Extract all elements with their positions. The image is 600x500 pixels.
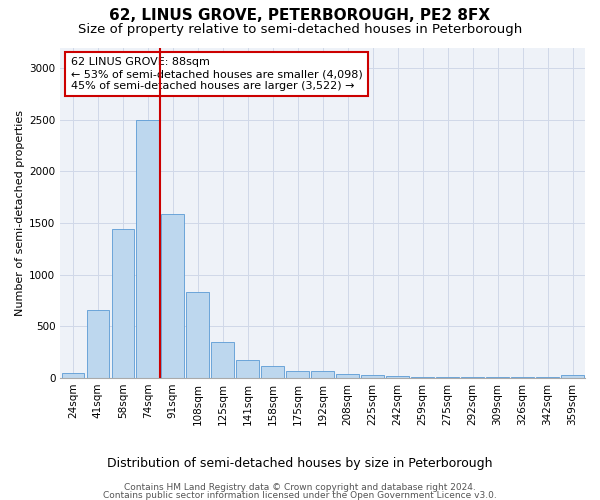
Bar — [187, 292, 209, 378]
Text: Distribution of semi-detached houses by size in Peterborough: Distribution of semi-detached houses by … — [107, 458, 493, 470]
Bar — [286, 372, 309, 378]
Y-axis label: Number of semi-detached properties: Number of semi-detached properties — [15, 110, 25, 316]
Bar — [62, 374, 84, 378]
Bar — [386, 376, 409, 378]
Bar — [561, 376, 584, 378]
Bar — [337, 374, 359, 378]
Text: Size of property relative to semi-detached houses in Peterborough: Size of property relative to semi-detach… — [78, 22, 522, 36]
Text: 62, LINUS GROVE, PETERBOROUGH, PE2 8FX: 62, LINUS GROVE, PETERBOROUGH, PE2 8FX — [109, 8, 491, 22]
Bar — [136, 120, 159, 378]
Text: Contains public sector information licensed under the Open Government Licence v3: Contains public sector information licen… — [103, 491, 497, 500]
Bar — [112, 230, 134, 378]
Bar — [361, 376, 384, 378]
Bar — [86, 310, 109, 378]
Bar — [211, 342, 234, 378]
Text: 62 LINUS GROVE: 88sqm
← 53% of semi-detached houses are smaller (4,098)
45% of s: 62 LINUS GROVE: 88sqm ← 53% of semi-deta… — [71, 58, 362, 90]
Bar — [236, 360, 259, 378]
Bar — [262, 366, 284, 378]
Bar — [161, 214, 184, 378]
Text: Contains HM Land Registry data © Crown copyright and database right 2024.: Contains HM Land Registry data © Crown c… — [124, 482, 476, 492]
Bar — [311, 372, 334, 378]
